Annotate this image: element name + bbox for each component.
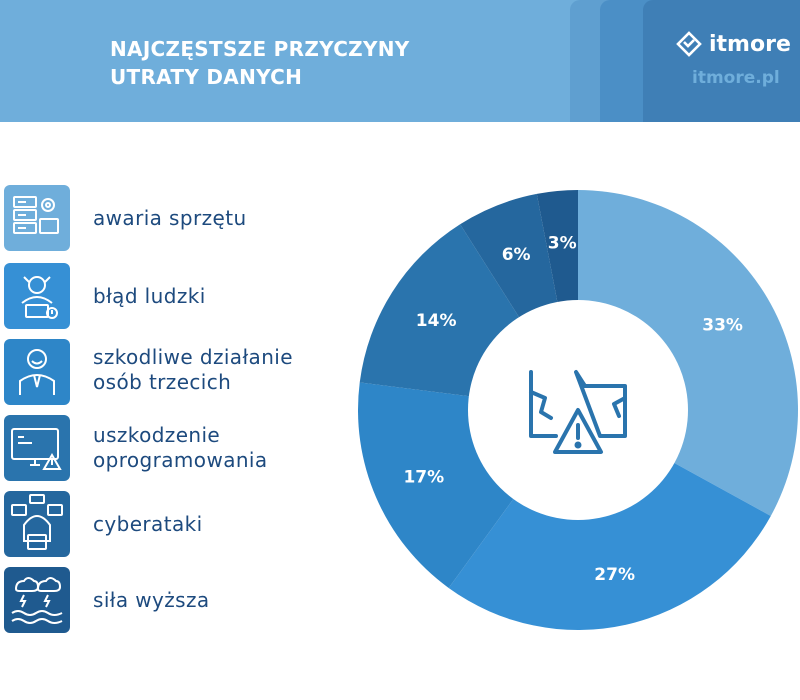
legend-label: oprogramowania [93, 448, 268, 472]
chevron-diamond-icon [676, 31, 702, 57]
legend-item-cyberattacks: cyberataki [4, 491, 364, 559]
slice-label: 33% [702, 315, 743, 335]
legend-label: siła wyższa [93, 588, 210, 612]
damaged-folder-warning-icon [529, 370, 627, 454]
slice-label: 17% [403, 468, 444, 488]
donut-slice [448, 410, 771, 631]
header-band [643, 0, 800, 122]
site-url[interactable]: itmore.pl [692, 68, 780, 88]
legend-label: uszkodzenie [93, 423, 221, 447]
legend-item-hardware: awaria sprzętu [4, 185, 364, 253]
legend-item-malicious: szkodliwe działanie osób trzecich [4, 339, 364, 407]
evil-person-icon [4, 339, 70, 405]
title-line-2: UTRATY DANYCH [110, 65, 303, 89]
monitor-warning-icon [4, 415, 70, 481]
legend-item-human-error: błąd ludzki [4, 263, 364, 331]
logo-text: itmore [709, 31, 791, 57]
legend-item-force-majeure: siła wyższa [4, 567, 364, 635]
stressed-person-icon [4, 263, 70, 329]
legend-label: szkodliwe działanie [93, 345, 293, 369]
legend-label: osób trzecich [93, 370, 232, 394]
legend-label: cyberataki [93, 512, 203, 536]
itmore-logo[interactable]: itmore [675, 30, 791, 58]
legend-label: awaria sprzętu [93, 206, 247, 230]
storm-flood-icon [4, 567, 70, 633]
title-line-1: NAJCZĘSTSZE PRZYCZYNY [110, 37, 410, 61]
slice-label: 3% [548, 234, 577, 254]
slice-label: 14% [416, 311, 457, 331]
header-banner: NAJCZĘSTSZE PRZYCZYNY UTRATY DANYCH itmo… [0, 0, 800, 122]
legend-label: błąd ludzki [93, 284, 206, 308]
slice-label: 27% [594, 565, 635, 585]
slice-label: 6% [502, 245, 531, 265]
hacker-icon [4, 491, 70, 557]
server-gear-icon [4, 185, 70, 251]
page-title: NAJCZĘSTSZE PRZYCZYNY UTRATY DANYCH [110, 35, 490, 91]
legend-item-software: uszkodzenie oprogramowania [4, 415, 364, 483]
